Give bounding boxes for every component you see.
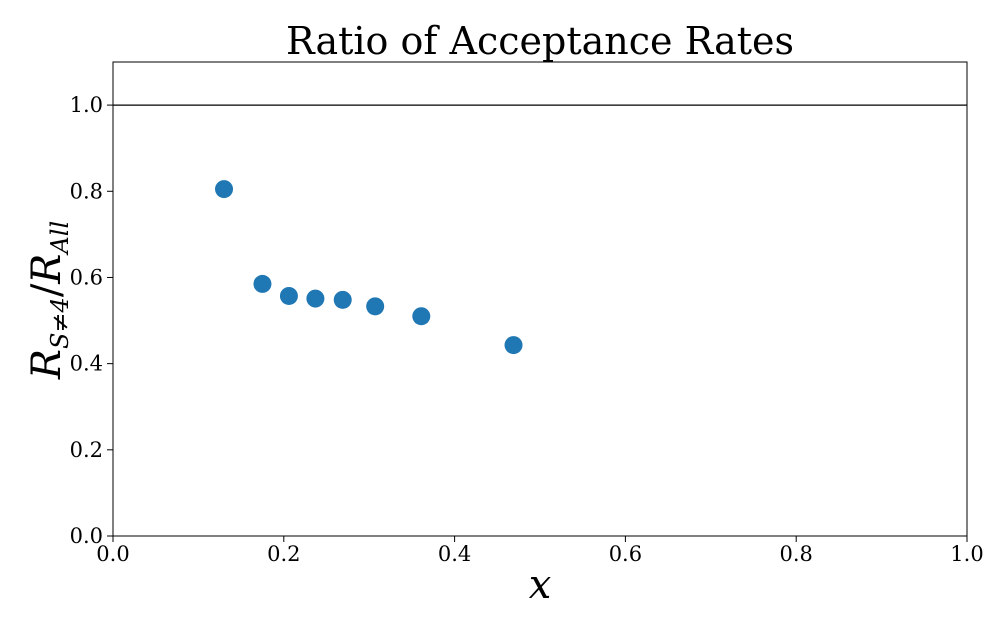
- chart-title: Ratio of Acceptance Rates: [286, 19, 794, 63]
- data-point: [306, 289, 325, 308]
- x-tick-label: 0.4: [438, 542, 471, 566]
- data-point: [412, 307, 431, 326]
- y-label-slash: /: [24, 283, 70, 297]
- data-point: [366, 297, 385, 316]
- y-label-sub-1: S≠4: [46, 297, 74, 349]
- x-tick-label: 0.6: [609, 542, 642, 566]
- y-tick-label: 0.2: [70, 438, 103, 462]
- y-label-main-1: R: [24, 349, 70, 380]
- x-axis-label: x: [529, 562, 552, 608]
- y-tick-label: 0.6: [70, 265, 103, 289]
- x-axis: 0.0 0.2 0.4 0.6 0.8 1.0: [96, 536, 984, 566]
- y-tick-label: 1.0: [70, 93, 103, 117]
- data-point: [504, 336, 523, 355]
- data-points: [215, 180, 523, 355]
- y-axis-label: RS≠4/RAll: [24, 221, 74, 380]
- data-point: [215, 180, 234, 199]
- x-tick-label: 1.0: [950, 542, 983, 566]
- data-point: [253, 274, 272, 293]
- y-tick-label: 0.4: [70, 352, 103, 376]
- x-tick-label: 0.0: [96, 542, 129, 566]
- x-tick-label: 0.2: [267, 542, 300, 566]
- y-label-main-2: R: [24, 254, 70, 285]
- svg-text:RS≠4/RAll: RS≠4/RAll: [24, 221, 74, 380]
- y-label-sub-2: All: [46, 221, 74, 256]
- y-tick-label: 0.8: [70, 179, 103, 203]
- y-axis: 0.0 0.2 0.4 0.6 0.8 1.0: [70, 93, 113, 548]
- data-point: [333, 290, 352, 309]
- plot-area: [112, 61, 968, 537]
- x-tick-label: 0.8: [779, 542, 812, 566]
- data-point: [279, 286, 298, 305]
- y-tick-label: 0.0: [70, 524, 103, 548]
